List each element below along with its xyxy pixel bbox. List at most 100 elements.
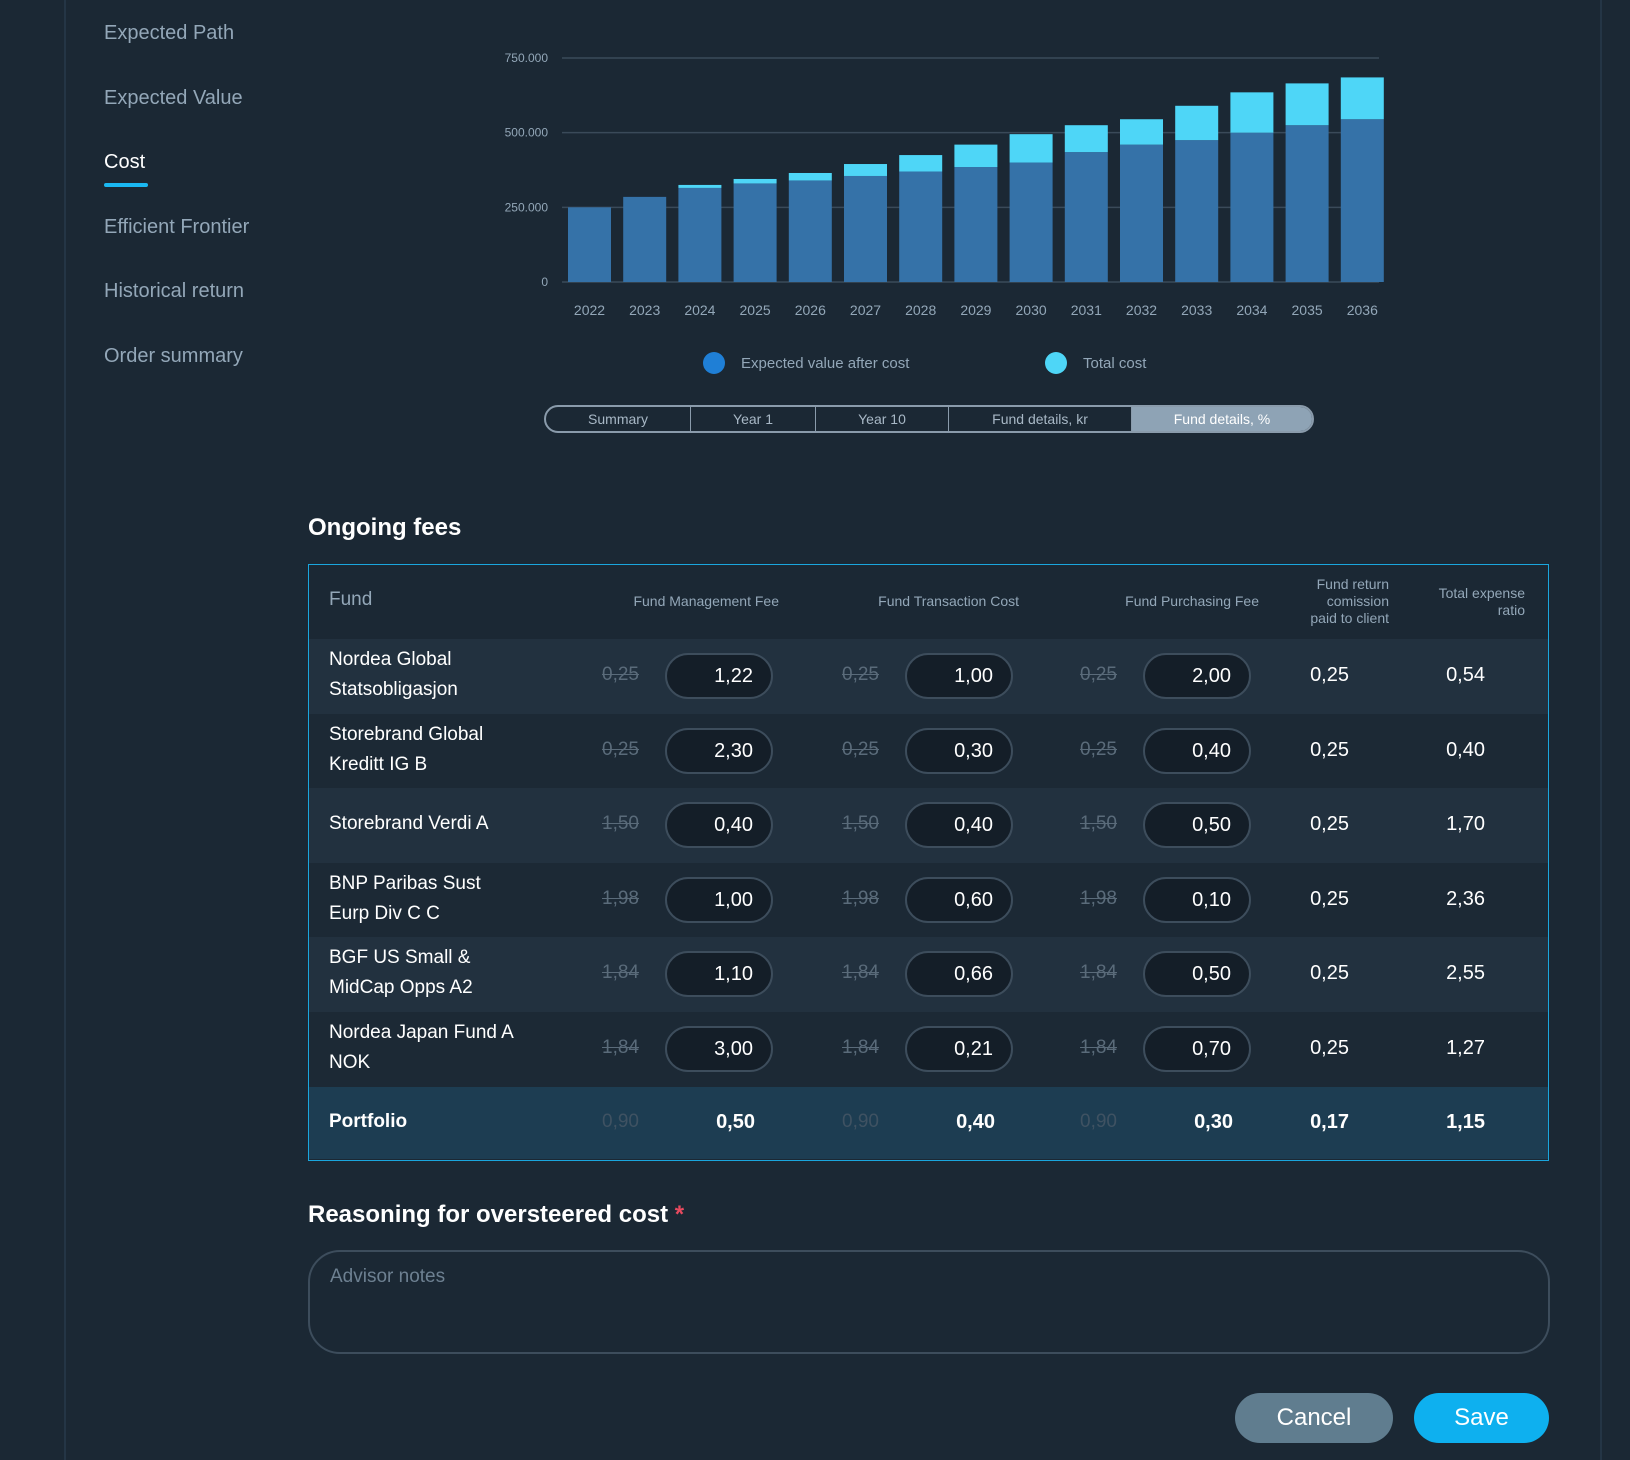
original-management-fee: 1,84 [602, 1037, 639, 1058]
header-commission: Fund return comission paid to client [1259, 576, 1389, 627]
x-tick-label: 2035 [1292, 302, 1323, 318]
cancel-button[interactable]: Cancel [1235, 1393, 1393, 1443]
portfolio-label: Portfolio [329, 1110, 408, 1132]
fund-name-line-2: Eurp Div C C [329, 902, 440, 924]
bar-expected-value [1285, 125, 1329, 282]
legend-item-total-cost: Total cost [1045, 352, 1146, 374]
nav-item-expected-value[interactable]: Expected Value [104, 86, 243, 109]
legend-dot-expected-value [703, 352, 725, 374]
bar-expected-value [1175, 140, 1219, 282]
bar-expected-value [733, 183, 777, 282]
purchasing-fee-input[interactable]: 0,40 [1143, 727, 1251, 774]
management-fee-input[interactable]: 0,40 [665, 802, 773, 849]
original-management-fee: 0,25 [602, 738, 639, 760]
management-fee-input[interactable]: 1,00 [665, 876, 773, 923]
commission-value: 0,25 [1310, 962, 1349, 985]
y-tick-label: 0 [541, 275, 548, 289]
table-row: Nordea Global Statsobligasjon 0,25 1,22 0,25… [309, 639, 1548, 714]
portfolio-commission: 0,17 [1310, 1110, 1349, 1133]
tab-fund-details-kr[interactable]: Fund details, kr [949, 407, 1132, 431]
cost-chart: 0 250.000 500.000 750.000 2022 2023 2024 2025 20… [505, 51, 1384, 318]
portfolio-management-fee: 0,50 [716, 1110, 755, 1133]
nav-item-efficient-frontier[interactable]: Efficient Frontier [104, 215, 250, 238]
save-button[interactable]: Save [1414, 1393, 1549, 1443]
transaction-cost-input[interactable]: 0,30 [905, 727, 1013, 774]
bar-total-cost [733, 178, 777, 184]
y-tick-label: 500.000 [505, 126, 549, 140]
total-expense-ratio-value: 0,40 [1446, 738, 1485, 761]
transaction-cost-input[interactable]: 0,66 [905, 951, 1013, 998]
tab-fund-details-percent[interactable]: Fund details, % [1132, 407, 1312, 431]
management-fee-input[interactable]: 3,00 [665, 1026, 773, 1072]
original-transaction-cost: 1,84 [842, 962, 879, 984]
bar-total-cost [844, 164, 887, 176]
management-fee-input[interactable]: 2,30 [665, 727, 773, 774]
purchasing-fee-input[interactable]: 0,10 [1143, 876, 1251, 923]
transaction-cost-input[interactable]: 1,00 [905, 653, 1013, 699]
transaction-cost-input[interactable]: 0,40 [905, 802, 1013, 849]
commission-value: 0,25 [1310, 813, 1349, 836]
total-expense-ratio-value: 2,55 [1446, 962, 1485, 985]
purchasing-fee-input[interactable]: 0,50 [1143, 802, 1251, 849]
header-ter-line-2: ratio [1497, 602, 1525, 618]
transaction-cost-input[interactable]: 0,21 [905, 1026, 1013, 1072]
bar-total-cost [1340, 77, 1384, 120]
tab-summary[interactable]: Summary [546, 407, 691, 431]
bar-expected-value [788, 180, 832, 282]
tab-year-1[interactable]: Year 1 [691, 407, 816, 431]
fund-name-line-1: Nordea Japan Fund A [329, 1022, 514, 1043]
management-fee-input[interactable]: 1,22 [665, 653, 773, 699]
total-expense-ratio-value: 2,36 [1446, 887, 1485, 910]
original-management-fee: 1,84 [602, 962, 639, 984]
bar-total-cost [678, 184, 722, 188]
nav-item-historical-return[interactable]: Historical return [104, 280, 245, 302]
table-row: BNP Paribas Sust Eurp Div C C 1,98 1,00 1,98… [309, 862, 1548, 938]
x-tick-label: 2034 [1236, 302, 1267, 318]
ongoing-fees-table: Fund Fund Management Fee Fund Transactio… [308, 564, 1549, 1161]
bar-expected-value [1340, 119, 1384, 282]
original-transaction-cost: 0,25 [842, 664, 879, 685]
commission-value: 0,25 [1310, 887, 1349, 910]
portfolio-total-expense-ratio: 1,15 [1446, 1110, 1485, 1133]
fund-name: Nordea Global Statsobligasjon [329, 645, 559, 705]
bar-expected-value [678, 187, 722, 282]
x-tick-label: 2022 [574, 302, 605, 318]
side-nav: Expected Path Expected Value Cost Effici… [104, 22, 249, 409]
nav-item-order-summary[interactable]: Order summary [104, 344, 243, 367]
bar-expected-value [568, 207, 611, 282]
fund-name: BNP Paribas Sust Eurp Div C C [329, 869, 559, 929]
total-expense-ratio-value: 1,70 [1446, 813, 1485, 836]
bar-expected-value [1120, 144, 1163, 282]
bar-expected-value [899, 171, 943, 282]
bar-total-cost [899, 155, 943, 172]
bar-total-cost [1064, 125, 1108, 153]
bar-expected-value [1064, 152, 1108, 282]
advisor-notes-input[interactable] [308, 1250, 1550, 1354]
tab-year-10[interactable]: Year 10 [816, 407, 949, 431]
view-tabs: Summary Year 1 Year 10 Fund details, kr … [544, 405, 1314, 433]
bar-total-cost [1230, 92, 1274, 133]
fund-name-line-1: Storebrand Global [329, 723, 484, 745]
original-purchasing-fee: 1,84 [1080, 1037, 1117, 1058]
purchasing-fee-input[interactable]: 0,50 [1143, 951, 1251, 998]
nav-item-expected-path[interactable]: Expected Path [104, 22, 235, 44]
header-commission-line-2: comission [1326, 593, 1389, 609]
fund-name: BGF US Small & MidCap Opps A2 [329, 943, 559, 1003]
portfolio-original-purchasing-fee: 0,90 [1080, 1110, 1117, 1132]
fund-name: Nordea Japan Fund A NOK [329, 1018, 559, 1078]
bar-expected-value [1230, 132, 1274, 282]
table-row: BGF US Small & MidCap Opps A2 1,84 1,10 1,84… [309, 937, 1548, 1012]
transaction-cost-input[interactable]: 0,60 [905, 876, 1013, 923]
purchasing-fee-input[interactable]: 2,00 [1143, 653, 1251, 699]
portfolio-purchasing-fee: 0,30 [1194, 1110, 1233, 1133]
purchasing-fee-input[interactable]: 0,70 [1143, 1026, 1251, 1072]
total-expense-ratio-value: 0,54 [1446, 664, 1485, 686]
nav-item-cost[interactable]: Cost [104, 151, 249, 216]
original-purchasing-fee: 1,84 [1080, 962, 1117, 984]
management-fee-input[interactable]: 1,10 [665, 951, 773, 998]
header-purchasing-fee: Fund Purchasing Fee [1125, 593, 1259, 609]
header-ter-line-1: Total expense [1438, 585, 1525, 601]
x-tick-label: 2030 [1016, 302, 1047, 318]
right-divider [1600, 0, 1602, 1460]
x-tick-label: 2031 [1071, 302, 1102, 318]
